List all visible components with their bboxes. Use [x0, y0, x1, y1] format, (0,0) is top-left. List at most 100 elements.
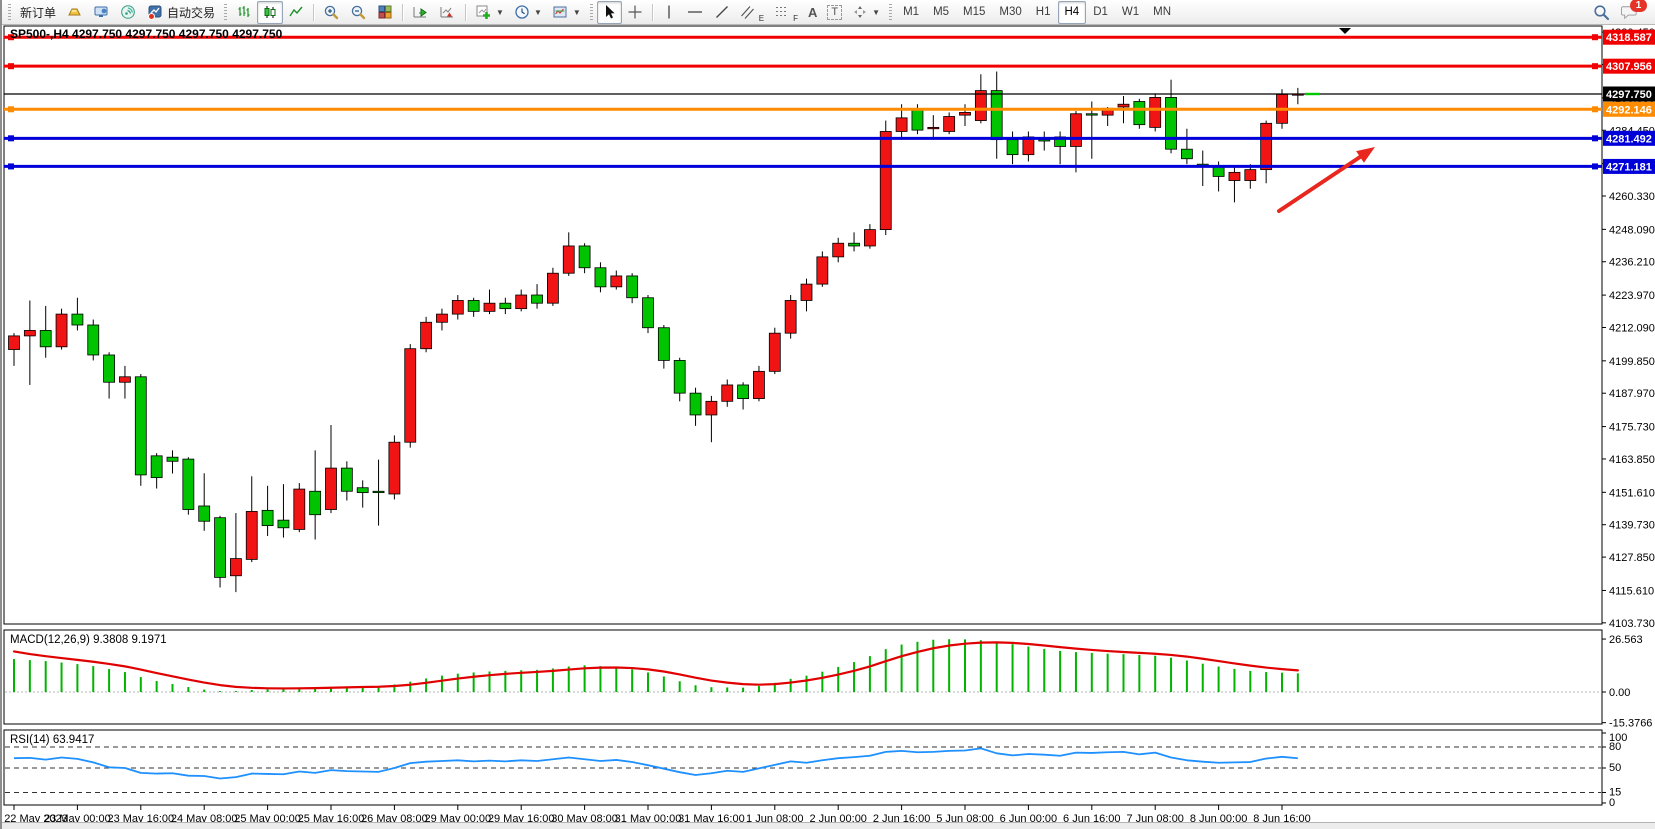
- macd-label: MACD(12,26,9) 9.3808 9.1971: [10, 634, 167, 646]
- line-handle[interactable]: [8, 163, 14, 170]
- deposit-button[interactable]: [61, 1, 88, 24]
- channel-tool-button[interactable]: E: [735, 1, 769, 24]
- auto-scroll-icon: [413, 7, 427, 18]
- candle-body: [229, 558, 242, 577]
- toolbar-grip[interactable]: [8, 4, 11, 20]
- arrows-tool-button[interactable]: ▼: [847, 1, 885, 24]
- candle-body: [879, 131, 892, 231]
- rsi-axis-tick-label: 50: [1609, 762, 1621, 774]
- candle-body: [420, 321, 433, 350]
- candlestick-mode-button[interactable]: [257, 0, 284, 24]
- candle-body: [657, 327, 670, 361]
- tab-timeframe-h1[interactable]: H1: [1035, 6, 1051, 18]
- candle-body: [55, 313, 68, 348]
- expert-advisor-button[interactable]: [88, 1, 115, 24]
- tab-timeframe-m30[interactable]: M30: [999, 6, 1022, 18]
- toolbar-grip[interactable]: [589, 4, 593, 20]
- bar-chart-icon: [238, 6, 250, 17]
- chart-shift-marker[interactable]: [1339, 28, 1351, 34]
- search-icon[interactable]: [1593, 4, 1610, 21]
- label-tool-icon: T: [827, 4, 843, 20]
- price-axis-tick-label: 4103.730: [1609, 618, 1655, 630]
- new-order-button[interactable]: 新订单: [15, 1, 61, 24]
- chart-template-dropdown[interactable]: ▼: [572, 7, 581, 17]
- red-arrow-line[interactable]: [1277, 152, 1366, 213]
- line-handle[interactable]: [1592, 34, 1598, 41]
- fibonacci-tool-button[interactable]: F: [769, 1, 803, 24]
- candle-body: [1149, 97, 1162, 128]
- toolbar-grip[interactable]: [224, 4, 228, 20]
- auto-scroll-button[interactable]: [407, 1, 434, 24]
- chart-shift-button[interactable]: [434, 1, 461, 24]
- price-line-label-box: [1603, 130, 1655, 146]
- price-line-label-box: [1603, 58, 1655, 74]
- signals-icon: [121, 5, 135, 19]
- tab-timeframe-mn[interactable]: MN: [1153, 6, 1172, 18]
- candle-body: [626, 275, 639, 299]
- chat-button[interactable]: 1: [1620, 0, 1647, 21]
- crosshair-tool-button[interactable]: [622, 1, 648, 24]
- vertical-line-tool-button[interactable]: [657, 1, 681, 24]
- chart-template-button[interactable]: ▼: [547, 1, 586, 24]
- line-handle[interactable]: [8, 106, 14, 113]
- candle-body: [71, 313, 84, 326]
- candle-body: [467, 300, 480, 312]
- toolbar-separator: [313, 3, 315, 21]
- add-indicator-dropdown[interactable]: ▼: [496, 7, 504, 17]
- zoom-out-button[interactable]: [345, 1, 372, 24]
- cursor-icon: [605, 5, 615, 19]
- chart-template-icon: [553, 6, 567, 18]
- signals-button[interactable]: [115, 1, 142, 24]
- cursor-tool-button[interactable]: [596, 0, 622, 24]
- line-handle[interactable]: [1592, 106, 1598, 113]
- candle-body: [531, 294, 543, 304]
- price-axis-tick-label: 4139.730: [1609, 520, 1655, 532]
- rsi-line: [13, 747, 1298, 780]
- price-line-label: 4297.750: [1606, 89, 1652, 101]
- line-chart-mode-button[interactable]: [283, 1, 309, 24]
- text-tool-button[interactable]: A: [803, 1, 822, 24]
- rsi-label: RSI(14) 63.9417: [10, 734, 94, 746]
- macd-axis-tick-label: 26.563: [1609, 634, 1643, 646]
- arrows-tool-dropdown[interactable]: ▼: [872, 7, 881, 17]
- price-line-label: 4281.492: [1606, 133, 1652, 145]
- candle-body: [309, 490, 322, 516]
- main-pane: [3, 25, 1603, 625]
- price-line-label-box: [1603, 86, 1655, 102]
- macd-pane: [3, 629, 1603, 725]
- tab-timeframe-m15[interactable]: M15: [963, 6, 986, 18]
- line-handle[interactable]: [8, 34, 14, 41]
- candle-body: [261, 509, 274, 527]
- bar-chart-mode-button[interactable]: [231, 1, 257, 24]
- periods-button[interactable]: ▼: [509, 1, 547, 24]
- tile-windows-button[interactable]: [372, 1, 398, 24]
- price-axis-tick-label: 4212.090: [1609, 322, 1655, 334]
- tab-timeframe-d1[interactable]: D1: [1093, 6, 1108, 18]
- periods-dropdown[interactable]: ▼: [533, 7, 542, 17]
- tab-timeframe-w1[interactable]: W1: [1121, 6, 1140, 18]
- candle-body: [166, 456, 179, 462]
- line-handle[interactable]: [1592, 63, 1598, 70]
- line-handle[interactable]: [8, 135, 14, 142]
- red-arrow-head[interactable]: [1356, 147, 1375, 163]
- trendline-tool-button[interactable]: [709, 1, 735, 24]
- label-tool-button[interactable]: T: [822, 1, 847, 24]
- zoom-in-button[interactable]: [318, 1, 345, 24]
- tab-timeframe-h4[interactable]: H4: [1057, 0, 1087, 24]
- horizontal-line-tool-button[interactable]: [681, 1, 709, 24]
- tab-timeframe-m5[interactable]: M5: [933, 6, 950, 18]
- toolbar-grip[interactable]: [889, 4, 893, 20]
- candle-body: [832, 242, 845, 258]
- candle-body: [959, 112, 971, 116]
- add-indicator-button[interactable]: ▼: [470, 1, 509, 24]
- line-handle[interactable]: [8, 63, 14, 70]
- line-handle[interactable]: [1592, 163, 1598, 170]
- rsi-axis-tick-label: 15: [1609, 786, 1621, 798]
- line-handle[interactable]: [1592, 135, 1598, 142]
- equidistant-channel-icon: [740, 6, 754, 19]
- candle-body: [895, 117, 908, 132]
- auto-trading-button[interactable]: 自动交易: [142, 1, 220, 24]
- chart-area[interactable]: MACD(12,26,9) 9.3808 9.1971 26.563 0.00 -15…: [2, 25, 1655, 829]
- tab-timeframe-m1[interactable]: M1: [903, 6, 920, 18]
- price-line-label-box: [1603, 29, 1655, 45]
